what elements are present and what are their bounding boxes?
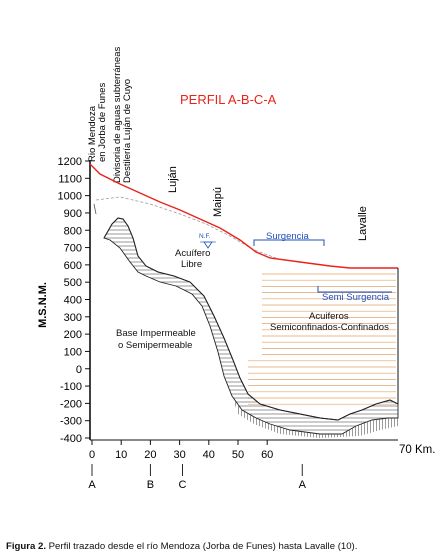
basement-top-line <box>103 217 399 421</box>
caption-text: Perfil trazado desde el río Mendoza (Jor… <box>45 541 358 552</box>
rio-label-line1: Rio Mendoza <box>87 105 98 162</box>
acuifero-libre-label-2: Libre <box>181 259 202 270</box>
y-tick-label: 0 <box>76 364 82 376</box>
aquifer-lines <box>248 273 396 405</box>
water-table-line <box>95 196 277 259</box>
topographic-surface <box>89 163 398 269</box>
y-axis-label: M.S.N.M. <box>37 282 49 328</box>
y-tick-label: 1100 <box>58 173 82 185</box>
y-tick-label: 700 <box>64 243 82 255</box>
maipu-label: Maipú <box>212 187 224 217</box>
x-tick-label: 60 <box>261 449 273 461</box>
y-tick-label: 100 <box>64 346 82 358</box>
x-tick-label: 0 <box>89 449 95 461</box>
y-tick-label: 400 <box>64 295 82 307</box>
y-tick-label: 300 <box>64 312 82 324</box>
y-tick-label: -100 <box>60 381 82 393</box>
x-axis-end-label: 70 Km. <box>399 444 435 456</box>
surgencia-marker: Surgencia <box>253 231 325 246</box>
x-tick-label: 10 <box>115 449 127 461</box>
y-tick-label: 500 <box>64 277 82 289</box>
x-tick-label: 20 <box>144 449 156 461</box>
base-label-1: Base Impermeable <box>116 328 196 339</box>
nf-label: N.F. <box>199 233 211 240</box>
x-axis-ticks: 0 10 20 30 40 50 60 <box>89 440 273 461</box>
x-tick-label: 50 <box>232 449 244 461</box>
y-tick-label: 1000 <box>58 191 82 203</box>
acuifero-libre-label-1: Acuífero <box>175 248 210 259</box>
rio-label-line2: en Jorba de Funes <box>97 83 108 162</box>
section-point-label: A <box>299 479 307 491</box>
y-tick-label: -200 <box>60 398 82 410</box>
figure-caption: Figura 2. Perfil trazado desde el río Me… <box>6 541 440 552</box>
y-axis-ticks: 1200110010009008007006005004003002001000… <box>58 156 90 445</box>
riverbed-mark <box>93 203 97 215</box>
rio-mendoza-label: Rio Mendoza en Jorba de Funes <box>87 83 108 162</box>
x-tick-label: 30 <box>173 449 185 461</box>
y-tick-label: -400 <box>60 433 82 445</box>
caption-bold: Figura 2. <box>6 541 46 552</box>
surgencia-label: Surgencia <box>266 231 309 242</box>
y-tick-label: -300 <box>60 416 82 428</box>
divisoria-label: Divisoria de aguas subterráneas Destiler… <box>112 47 133 183</box>
semi-surgencia-label: Semi Surgencia <box>322 292 390 303</box>
acuiferos-label-1: Acuiferos <box>309 311 349 322</box>
diagram-title: PERFIL A-B-C-A <box>180 92 277 107</box>
basement-lower-hatch <box>232 396 398 438</box>
section-point-label: B <box>147 479 154 491</box>
x-tick-label: 40 <box>203 449 215 461</box>
semi-surgencia-marker: Semi Surgencia <box>317 286 392 303</box>
y-tick-label: 600 <box>64 260 82 272</box>
base-label-2: o Semipermeable <box>118 340 192 351</box>
y-tick-label: 200 <box>64 329 82 341</box>
y-tick-label: 800 <box>64 225 82 237</box>
divisoria-label-line1: Divisoria de aguas subterráneas <box>112 47 123 183</box>
section-point-label: C <box>179 479 187 491</box>
y-tick-label: 900 <box>64 208 82 220</box>
section-point-label: A <box>88 479 96 491</box>
y-tick-label: 1200 <box>58 156 82 168</box>
divisoria-label-line2: Destilería Luján de Cuyo <box>122 79 133 183</box>
lavalle-label: Lavalle <box>357 206 369 241</box>
lujan-label: Luján <box>167 166 179 193</box>
acuiferos-label-2: Semiconfinados-Confinados <box>270 322 389 333</box>
